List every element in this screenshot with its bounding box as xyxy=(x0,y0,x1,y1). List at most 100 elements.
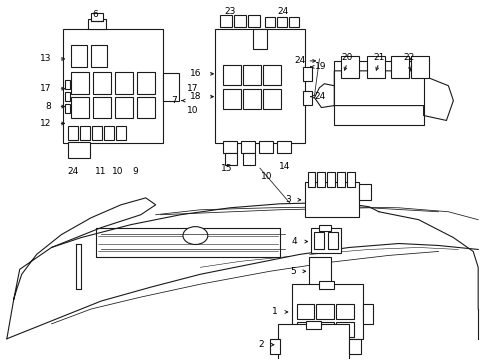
Text: 10: 10 xyxy=(112,167,123,176)
Bar xyxy=(296,322,314,337)
Text: 24: 24 xyxy=(277,7,288,16)
Bar xyxy=(358,184,370,200)
Text: 8: 8 xyxy=(46,102,51,111)
Bar xyxy=(65,104,70,113)
Bar xyxy=(258,141,272,153)
Bar xyxy=(215,29,304,143)
Text: 14: 14 xyxy=(279,162,290,171)
Bar xyxy=(276,141,290,153)
Text: 24: 24 xyxy=(314,92,325,101)
Text: 21: 21 xyxy=(372,53,384,62)
Bar xyxy=(243,89,260,109)
Bar xyxy=(93,72,111,94)
Bar xyxy=(305,321,321,329)
Text: 2: 2 xyxy=(258,340,264,349)
Bar xyxy=(223,65,241,85)
Text: 1: 1 xyxy=(271,307,277,316)
Text: 9: 9 xyxy=(132,167,138,176)
Bar xyxy=(68,142,90,158)
Text: 6: 6 xyxy=(92,10,98,19)
Bar xyxy=(224,153,237,165)
Bar xyxy=(243,65,260,85)
Bar xyxy=(63,29,163,143)
Text: 11: 11 xyxy=(95,167,107,176)
Bar xyxy=(116,126,126,140)
Text: 19: 19 xyxy=(314,62,325,71)
Bar xyxy=(163,73,178,100)
Bar xyxy=(316,322,334,337)
Bar xyxy=(71,96,89,118)
Bar xyxy=(334,61,423,125)
Bar xyxy=(68,126,78,140)
Bar xyxy=(223,141,237,153)
Bar xyxy=(264,17,274,27)
Bar xyxy=(410,56,427,78)
Bar xyxy=(80,126,90,140)
Bar xyxy=(277,324,348,360)
Bar xyxy=(337,172,345,187)
Bar xyxy=(319,281,334,289)
Text: 10: 10 xyxy=(261,171,272,180)
Bar xyxy=(223,89,241,109)
Bar xyxy=(269,339,279,354)
Bar xyxy=(263,65,280,85)
Text: 24: 24 xyxy=(67,167,79,176)
Text: 18: 18 xyxy=(189,92,201,101)
Bar xyxy=(234,15,245,27)
Bar xyxy=(71,45,87,67)
Bar xyxy=(137,72,154,94)
Bar xyxy=(243,153,254,165)
Text: 12: 12 xyxy=(40,119,51,128)
Text: 4: 4 xyxy=(291,237,297,246)
Bar xyxy=(390,56,408,78)
Bar xyxy=(115,96,133,118)
Bar xyxy=(91,13,103,21)
Bar xyxy=(327,231,338,249)
Bar xyxy=(366,56,384,78)
Bar xyxy=(241,141,254,153)
Text: 15: 15 xyxy=(221,163,232,172)
Text: 16: 16 xyxy=(189,69,201,78)
Bar xyxy=(137,96,154,118)
Bar xyxy=(296,304,314,319)
Bar xyxy=(302,91,312,105)
Text: 23: 23 xyxy=(224,7,235,16)
Text: 24: 24 xyxy=(293,57,305,66)
Text: 17: 17 xyxy=(40,84,51,93)
Bar xyxy=(309,257,331,285)
Text: 17: 17 xyxy=(186,84,198,93)
Bar xyxy=(263,89,280,109)
Bar xyxy=(314,231,324,249)
Bar xyxy=(326,172,335,187)
Bar xyxy=(71,72,89,94)
Bar xyxy=(65,80,70,89)
Bar xyxy=(304,182,358,217)
Bar xyxy=(220,15,232,27)
Text: 3: 3 xyxy=(285,195,290,204)
Ellipse shape xyxy=(183,227,207,244)
Bar xyxy=(348,339,360,354)
Text: 10: 10 xyxy=(186,106,198,115)
Bar xyxy=(291,284,362,339)
Bar xyxy=(91,45,107,67)
Bar xyxy=(288,17,298,27)
Bar xyxy=(316,304,334,319)
Bar xyxy=(319,225,331,231)
Bar xyxy=(247,15,259,27)
Text: 13: 13 xyxy=(40,54,51,63)
Bar xyxy=(276,17,286,27)
Text: 20: 20 xyxy=(341,53,352,62)
Bar xyxy=(311,228,341,253)
Text: 7: 7 xyxy=(171,96,177,105)
Bar xyxy=(336,322,353,337)
Bar xyxy=(302,67,312,81)
Bar xyxy=(252,29,266,49)
Bar xyxy=(88,19,106,29)
Bar xyxy=(65,92,70,100)
Bar xyxy=(307,172,315,187)
Bar xyxy=(92,126,102,140)
Bar xyxy=(341,56,358,78)
Bar xyxy=(115,72,133,94)
Bar xyxy=(93,96,111,118)
Bar xyxy=(362,304,372,324)
